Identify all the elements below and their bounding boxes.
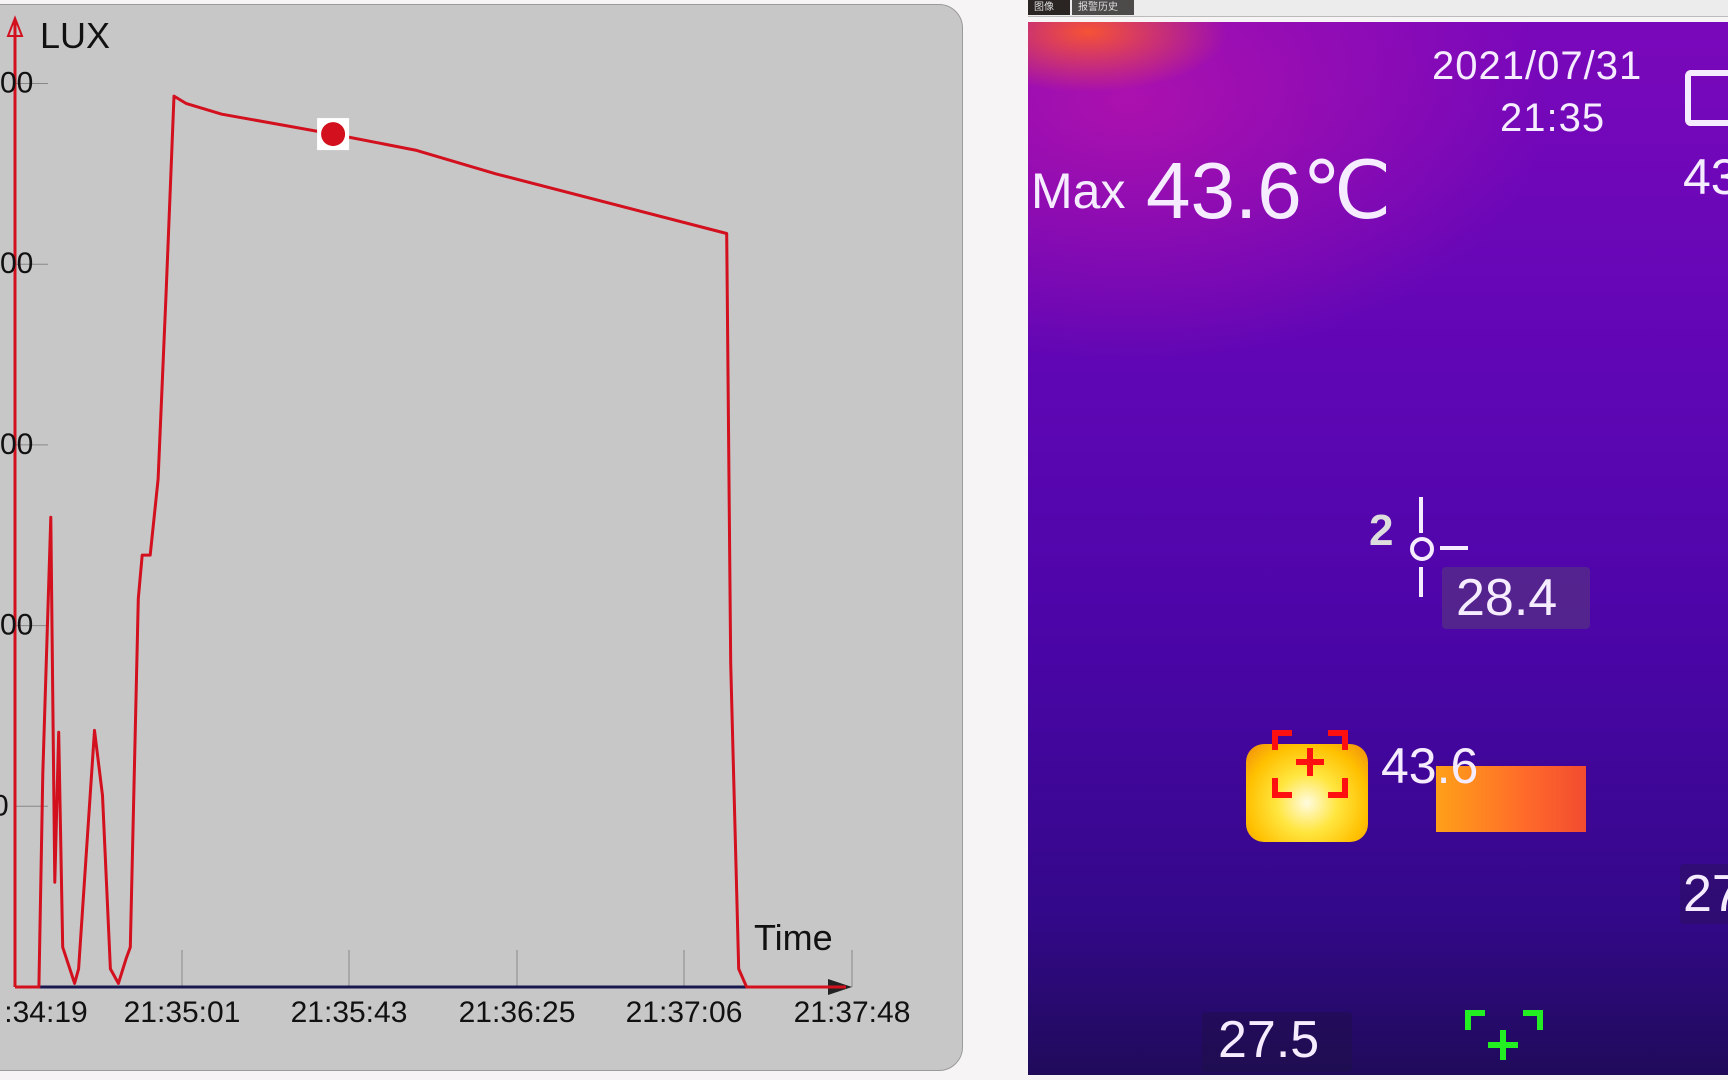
cold-temp-box [1202,1012,1352,1072]
x-tick-label: 21:36:25 [459,996,576,1029]
x-tick-label: 21:35:01 [124,996,241,1029]
y-axis-arrow-icon [6,15,24,37]
thermal-image: 2021/07/31 21:35 Max 43.6℃ 43 2 28.4 43.… [1028,22,1728,1075]
tab-image[interactable]: 图像 [1028,0,1070,15]
center-temperature: 28.4 [1456,569,1558,627]
hot-marker-icon [1272,730,1348,798]
series-line [15,94,846,989]
right-temp-box [1680,864,1728,924]
tab-bar: 图像 报警历史 [1028,0,1728,17]
y-tick-label: 00 [0,247,33,280]
battery-icon [1685,70,1728,126]
max-label: Max [1031,163,1126,219]
y-tick-label: 00 [0,67,33,100]
x-tick-label: 21:35:43 [291,996,408,1029]
max-temperature: 43.6℃ [1146,146,1392,235]
y-axis-label: LUX [40,15,110,56]
highlight-point [321,122,346,147]
x-tick-label: 21:37:48 [794,996,911,1029]
cold-temperature: 27.5 [1218,1011,1320,1069]
x-tick-label: 21:37:06 [626,996,743,1029]
y-tick-label: 00 [0,609,33,642]
x-tick-label: :34:19 [4,996,87,1029]
cold-marker-icon [1465,1010,1543,1075]
crosshair-icon [1393,497,1473,617]
date-text: 2021/07/31 [1432,44,1643,88]
right-top-value: 43 [1683,149,1728,205]
y-tick-label: 00 [0,428,33,461]
hot-temperature: 43.6 [1381,738,1479,794]
tab-alarm-history[interactable]: 报警历史 [1072,0,1134,15]
x-axis-label: Time [754,917,833,958]
center-temp-box [1442,567,1590,629]
chart-panel [0,4,963,1071]
time-text: 21:35 [1500,96,1606,140]
warm-object [1436,766,1586,832]
center-marker-index: 2 [1369,506,1394,555]
y-tick-label: 0 [0,789,9,822]
right-temperature: 27 [1683,865,1728,923]
